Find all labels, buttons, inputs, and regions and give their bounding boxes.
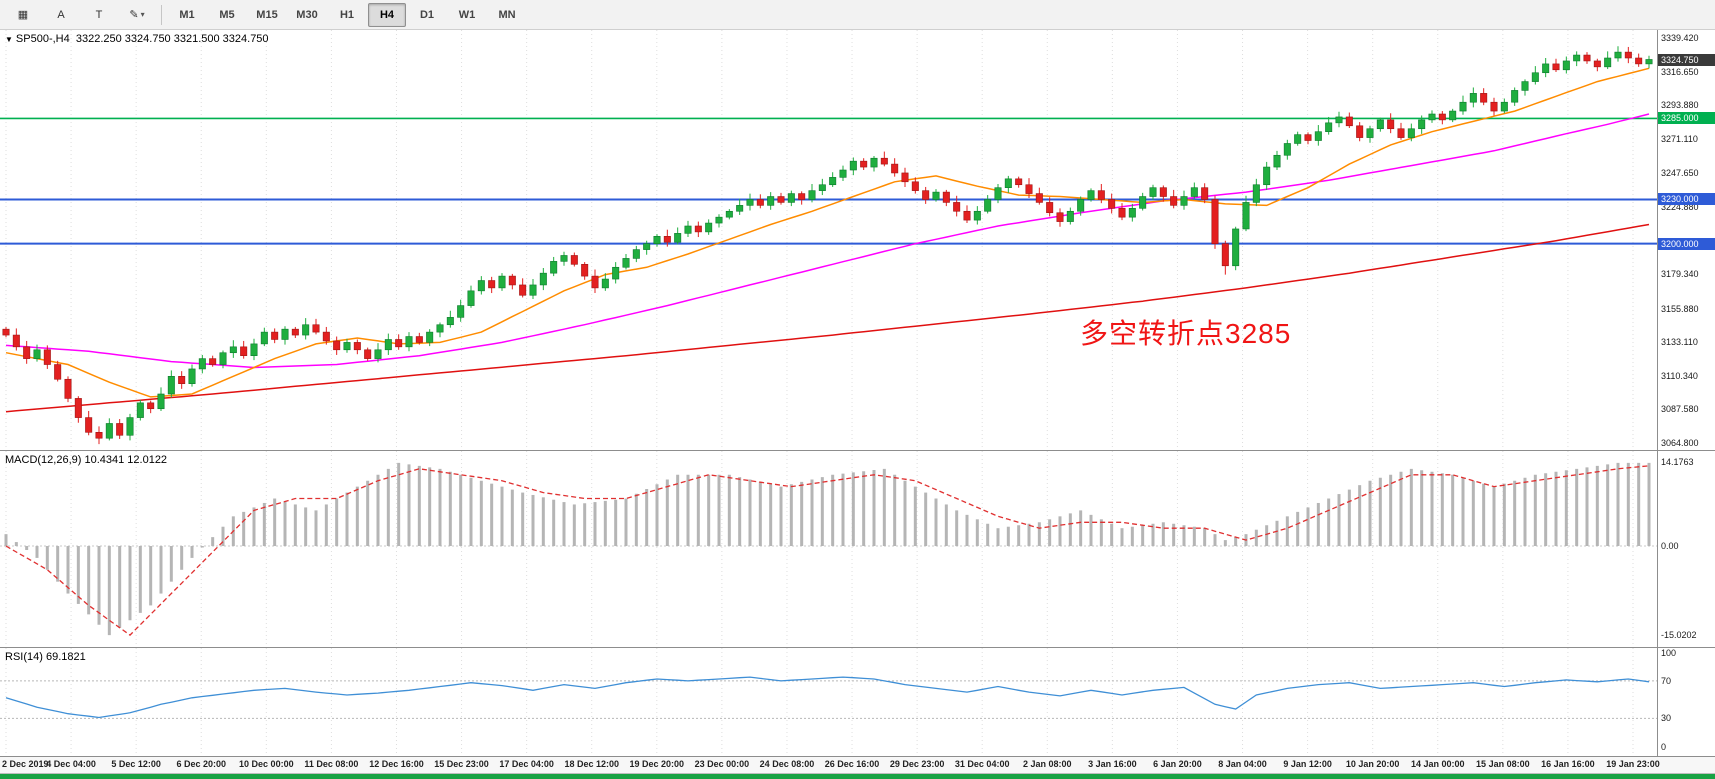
toolbar: ▦ A T ✎ ▾ M1 M5 M15 M30 H1 H4 D1 W1 MN [0, 0, 1715, 30]
time-axis-label: 6 Dec 20:00 [176, 759, 227, 769]
toolbar-drawing-tools: ▦ A T ✎ ▾ [4, 3, 156, 27]
axis-tick: 14.1763 [1661, 456, 1694, 467]
draw-shapes-icon[interactable]: ✎ ▾ [129, 9, 145, 21]
rsi-axis[interactable]: 100 70 30 0 [1657, 648, 1715, 756]
axis-tick: 3155.880 [1661, 303, 1699, 314]
axis-tick: 3087.580 [1661, 404, 1699, 415]
toolbar-separator [161, 4, 162, 25]
time-axis-label: 11 Dec 08:00 [304, 759, 359, 769]
time-axis-label: 18 Dec 12:00 [564, 759, 619, 769]
time-axis-label: 2 Jan 08:00 [1022, 759, 1072, 769]
time-axis-label: 14 Jan 00:00 [1410, 759, 1465, 769]
timeframe-buttons: M1 M5 M15 M30 H1 H4 D1 W1 MN [167, 2, 527, 27]
macd-label: MACD(12,26,9) 10.4341 12.0122 [5, 454, 168, 466]
axis-tick: 0.00 [1661, 541, 1679, 552]
axis-tick: 3224.880 [1661, 202, 1699, 213]
price-panel: 3339.420 3316.650 3293.880 3271.110 3247.650… [0, 30, 1715, 451]
symbol-name: SP500-,H4 [15, 33, 70, 45]
price-chart-plot[interactable] [0, 30, 1657, 450]
time-axis-label: 15 Jan 08:00 [1476, 759, 1530, 769]
axis-tick: 3271.110 [1661, 133, 1698, 144]
time-axis-label: 15 Dec 23:00 [434, 759, 489, 769]
rsi-chart-plot[interactable] [0, 648, 1657, 756]
chart-annotation-text: 多空转折点3285 [1080, 318, 1292, 349]
timeframe-m15-button[interactable]: M15 [256, 8, 278, 21]
timeframe-d1-button[interactable]: D1 [419, 8, 435, 21]
time-axis-label: 19 Dec 20:00 [629, 759, 685, 769]
timeframe-h1-button[interactable]: H1 [339, 8, 355, 21]
macd-panel: 14.1763 0.00 -15.0202 MACD(12,26,9) 10.434… [0, 451, 1715, 648]
macd-axis[interactable]: 14.1763 0.00 -15.0202 [1657, 451, 1715, 647]
axis-tick: 70 [1661, 675, 1672, 686]
price-badge: 3230.000 [1658, 193, 1715, 206]
axis-tick: 3179.340 [1661, 269, 1699, 280]
axis-tick: 3316.650 [1661, 66, 1699, 77]
axis-tick: 3110.340 [1661, 370, 1698, 381]
axis-tick: 3247.650 [1661, 168, 1699, 179]
time-axis-label: 10 Dec 00:00 [239, 759, 294, 769]
chart-area: 3339.420 3316.650 3293.880 3271.110 3247.650… [0, 30, 1715, 774]
time-axis-label: 24 Dec 08:00 [759, 759, 815, 769]
text-label-icon[interactable]: A [57, 8, 65, 21]
axis-tick: 3293.880 [1661, 100, 1699, 111]
axis-tick: 3133.110 [1661, 337, 1698, 348]
macd-chart-plot[interactable] [0, 451, 1657, 647]
rsi-panel: 100 70 30 0 RSI(14) 69.1821 [0, 648, 1715, 757]
time-axis-label: 6 Jan 20:00 [1153, 759, 1202, 769]
axis-tick: -15.0202 [1661, 630, 1697, 641]
axis-tick: 0 [1661, 741, 1667, 752]
time-axis-label: 8 Jan 04:00 [1218, 759, 1267, 769]
timeframe-m30-button[interactable]: M30 [296, 8, 318, 21]
price-badge: 3200.000 [1658, 237, 1715, 250]
time-axis-label: 16 Jan 16:00 [1541, 759, 1595, 769]
time-axis-label: 29 Dec 23:00 [889, 759, 945, 769]
timeframe-m1-button[interactable]: M1 [179, 8, 195, 21]
timeframe-m5-button[interactable]: M5 [219, 8, 235, 21]
price-badge: 3285.000 [1658, 112, 1715, 125]
axis-tick: 3064.800 [1661, 437, 1699, 448]
rsi-label: RSI(14) 69.1821 [5, 651, 86, 663]
collapse-arrow-icon[interactable]: ▼ [5, 35, 13, 44]
time-axis-label: 12 Dec 16:00 [369, 759, 424, 769]
time-axis-label: 17 Dec 04:00 [499, 759, 554, 769]
axis-tick: 30 [1661, 713, 1672, 724]
time-axis-label: 19 Jan 23:00 [1606, 759, 1660, 769]
axis-tick: 3339.420 [1661, 33, 1699, 44]
price-badge: 3324.750 [1658, 53, 1715, 66]
time-axis[interactable]: 2 Dec 2019 4 Dec 04:00 5 Dec 12:00 6 Dec 20… [0, 757, 1715, 774]
time-axis-label: 23 Dec 00:00 [694, 759, 750, 769]
time-axis-label: 26 Dec 16:00 [824, 759, 880, 769]
axis-tick: 100 [1661, 647, 1677, 658]
dropdown-caret-icon: ▾ [140, 10, 145, 19]
time-axis-label: 5 Dec 12:00 [111, 759, 161, 769]
symbol-header[interactable]: ▼ SP500-,H4 3322.250 3324.750 3321.500 33… [5, 33, 269, 45]
time-axis-label: 3 Jan 16:00 [1088, 759, 1137, 769]
timeframe-w1-button[interactable]: W1 [458, 8, 476, 21]
time-axis-label: 31 Dec 04:00 [954, 759, 1010, 769]
ohlc-values: 3322.250 3324.750 3321.500 3324.750 [75, 33, 269, 45]
timeframe-mn-button[interactable]: MN [498, 8, 516, 21]
time-axis-label: 2 Dec 2019 [2, 759, 49, 769]
text-box-icon[interactable]: T [95, 8, 103, 21]
timeframe-h4-button[interactable]: H4 [368, 2, 406, 27]
grid-icon[interactable]: ▦ [17, 9, 29, 21]
price-axis[interactable]: 3339.420 3316.650 3293.880 3271.110 3247.650… [1657, 30, 1715, 450]
time-axis-label: 9 Jan 12:00 [1283, 759, 1332, 769]
bottom-green-bar [0, 774, 1715, 779]
time-axis-label: 10 Jan 20:00 [1345, 759, 1400, 769]
time-axis-label: 4 Dec 04:00 [46, 759, 96, 769]
